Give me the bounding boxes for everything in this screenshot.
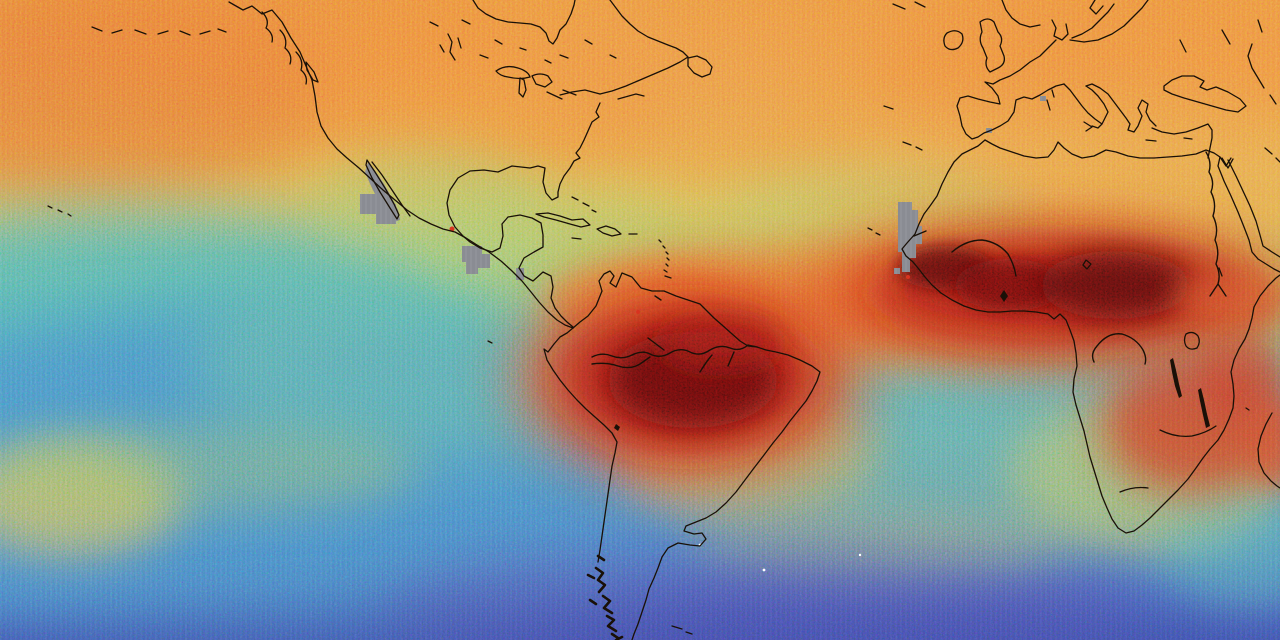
coastline-madagascar-west xyxy=(1257,412,1280,489)
island-hawaii xyxy=(47,205,72,217)
coastline-africa-west xyxy=(901,139,1280,534)
island-lesser-antilles xyxy=(658,239,672,279)
no-data-sardinia xyxy=(1040,96,1046,101)
river-layer xyxy=(591,151,1227,373)
island-newfoundland xyxy=(687,55,713,78)
coastline-turkey-levant xyxy=(1151,123,1213,159)
island-falklands xyxy=(671,625,693,635)
coastline-us-east-and-gulf xyxy=(446,102,601,328)
lake-tanganyika xyxy=(1170,358,1182,398)
lake-victoria xyxy=(1183,331,1200,350)
lake-malawi xyxy=(1198,388,1210,428)
rivers-russia-dashes xyxy=(1179,19,1263,53)
island-ireland xyxy=(943,30,964,51)
island-sicily-sardinia-corsica xyxy=(1046,89,1093,132)
red-dot-mexico xyxy=(449,226,455,232)
lake-turkana-dash xyxy=(1218,267,1223,277)
island-archipelago-bc xyxy=(261,11,319,85)
river-nile xyxy=(1205,151,1227,297)
white-speck-3 xyxy=(858,553,862,557)
island-azores-canaries xyxy=(867,105,923,236)
island-britain xyxy=(979,18,1006,73)
fjords-patagonia xyxy=(586,554,624,640)
island-comoros xyxy=(1245,407,1250,411)
island-galapagos xyxy=(487,340,493,344)
red-dot-venezuela xyxy=(636,310,640,314)
fjord-strokes xyxy=(586,554,624,640)
lake-layer xyxy=(614,290,1210,431)
lake-titicaca xyxy=(614,424,620,431)
coastline-black-sea xyxy=(1163,75,1247,113)
island-crete-cyprus xyxy=(1145,137,1193,142)
coastline-red-sea-african-shore xyxy=(1217,156,1280,273)
river-amazon-main xyxy=(591,344,758,359)
coastline-gulf-california-mainland xyxy=(371,161,411,217)
river-congo xyxy=(1091,333,1147,365)
rivers-zambezi-orange xyxy=(1119,425,1217,493)
coastline-caspian-partial xyxy=(1247,43,1277,105)
island-bahamas xyxy=(571,196,597,213)
coastline-layer xyxy=(47,0,1280,640)
lakes-great-lakes xyxy=(495,65,577,100)
island-aleutians xyxy=(91,26,227,36)
no-data-guatemala xyxy=(462,246,490,274)
coastline-alaska-west-coast xyxy=(228,1,574,329)
coastline-italy xyxy=(1063,83,1109,129)
no-data-senegal-strip xyxy=(898,202,922,272)
coastline-labrador-quebec xyxy=(599,0,689,95)
white-speck-2 xyxy=(762,568,766,572)
island-hispaniola xyxy=(596,225,622,237)
no-data-senegal-speck xyxy=(894,268,900,274)
lakes-canada-small xyxy=(429,19,617,64)
river-amazon-south-branch xyxy=(591,356,651,369)
coastline-south-america-north-east xyxy=(572,270,821,640)
coastline-arabia xyxy=(1227,159,1280,258)
red-dot-senegal xyxy=(906,275,910,279)
lake-chad xyxy=(1082,259,1092,270)
coastline-france-iberia xyxy=(956,39,1065,140)
coastline-baja-california xyxy=(365,159,400,220)
river-xingu xyxy=(727,351,735,367)
coastline-hudson-bay xyxy=(472,0,576,45)
coastline-sinai xyxy=(1221,157,1234,169)
coastline-north-africa-mediterranean xyxy=(984,139,1232,167)
no-data-baja-west xyxy=(360,194,396,224)
river-senegal xyxy=(913,230,927,237)
river-negro xyxy=(647,337,665,351)
coastline-adriatic-greece-aegean xyxy=(1085,83,1157,133)
island-cuba xyxy=(535,212,591,228)
coastline-south-america-west xyxy=(543,327,618,563)
river-madeira xyxy=(699,354,713,373)
river-orinoco-dash xyxy=(654,295,662,301)
island-iceland-specks xyxy=(892,1,926,10)
lake-volta xyxy=(1000,290,1008,302)
river-niger xyxy=(951,239,1017,277)
coastline-scandinavia-baltic xyxy=(1001,0,1149,43)
coastline-nova-scotia xyxy=(617,93,645,100)
river-st-lawrence xyxy=(559,89,601,96)
island-jamaica xyxy=(571,237,582,240)
coastline-persian-gulf-dashes xyxy=(1264,147,1280,163)
